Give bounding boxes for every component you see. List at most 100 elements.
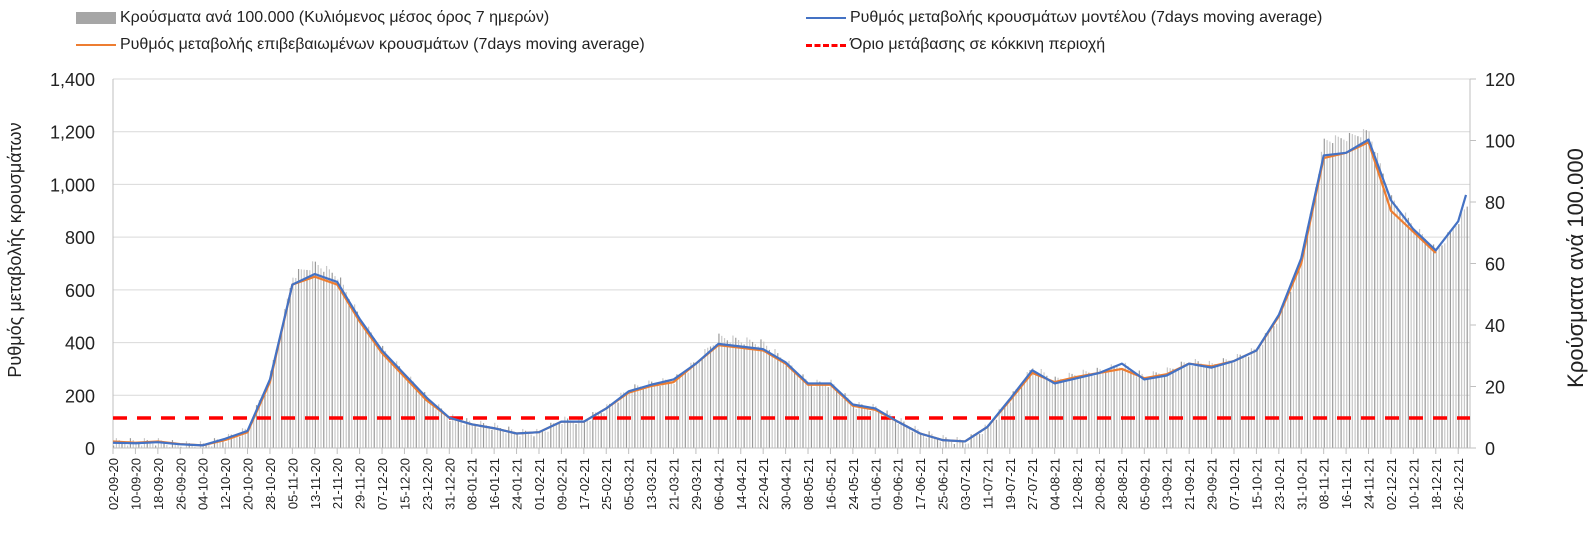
legend-item-model: Ρυθμός μεταβολής κρουσμάτων μοντέλου (7d… xyxy=(806,9,1322,27)
bar xyxy=(398,366,401,448)
bar xyxy=(1065,380,1068,448)
bar xyxy=(1379,163,1381,448)
x-tick-label: 13-11-20 xyxy=(308,458,323,509)
bar xyxy=(1175,369,1177,448)
bar xyxy=(653,383,656,448)
x-tick-label: 03-07-21 xyxy=(958,458,973,510)
y2-tick-label: 40 xyxy=(1485,316,1505,336)
bar xyxy=(356,311,359,448)
bar xyxy=(964,443,967,448)
x-tick-label: 01-02-21 xyxy=(532,458,547,510)
bar xyxy=(1155,372,1157,448)
bar xyxy=(443,412,445,448)
x-tick-label: 29-09-21 xyxy=(1205,458,1220,510)
bar xyxy=(967,443,969,448)
bar xyxy=(1276,323,1278,448)
bar xyxy=(906,424,908,448)
bar xyxy=(1138,370,1140,448)
bar xyxy=(452,414,454,448)
bar xyxy=(1295,272,1297,448)
bar xyxy=(328,269,330,448)
bar xyxy=(194,446,196,448)
bar xyxy=(345,291,347,448)
bar xyxy=(1312,200,1314,448)
bar xyxy=(774,348,776,448)
bar xyxy=(191,444,193,448)
bar xyxy=(819,381,821,448)
bar xyxy=(1466,206,1468,448)
x-tick-label: 13-09-21 xyxy=(1160,458,1175,510)
x-tick-label: 05-11-20 xyxy=(285,458,300,509)
bar xyxy=(124,443,126,448)
bar xyxy=(1418,229,1421,448)
bar xyxy=(690,362,692,448)
bar xyxy=(1096,367,1098,448)
bar xyxy=(166,444,168,448)
bar xyxy=(1469,203,1471,448)
bar xyxy=(1127,366,1129,448)
bar xyxy=(1043,372,1045,448)
bar xyxy=(1273,326,1275,448)
bar xyxy=(936,439,939,448)
legend-swatch-line xyxy=(76,44,116,46)
bar xyxy=(379,349,381,448)
bar xyxy=(373,338,375,448)
bar xyxy=(572,422,574,448)
bar xyxy=(1346,141,1348,449)
bar xyxy=(1049,379,1051,448)
bar xyxy=(460,422,462,448)
bar xyxy=(1253,348,1255,448)
bar xyxy=(743,344,745,448)
bar xyxy=(1219,366,1222,448)
bar xyxy=(1040,368,1042,448)
bar xyxy=(362,324,364,448)
bar xyxy=(1248,356,1250,448)
bar xyxy=(978,434,981,448)
bar xyxy=(255,405,258,448)
bar xyxy=(505,433,507,448)
bar xyxy=(1158,373,1160,448)
x-tick-label: 19-07-21 xyxy=(1003,458,1018,510)
bar xyxy=(1396,205,1398,448)
bar xyxy=(1057,377,1059,448)
bar xyxy=(415,386,417,448)
bar xyxy=(872,403,874,448)
bar xyxy=(1060,378,1062,448)
bar xyxy=(695,361,698,448)
y-tick-label: 200 xyxy=(65,386,95,406)
bar xyxy=(337,279,339,448)
bar xyxy=(227,433,230,448)
bar xyxy=(805,378,807,448)
bar xyxy=(892,417,894,448)
bar xyxy=(721,335,723,448)
bar xyxy=(712,345,714,448)
bar xyxy=(1404,212,1407,448)
bar xyxy=(519,436,521,448)
bar xyxy=(1402,216,1404,448)
bar xyxy=(1194,358,1196,448)
bar xyxy=(662,378,664,448)
bar xyxy=(1186,363,1188,448)
bar xyxy=(429,401,431,448)
bar xyxy=(205,444,207,448)
bar xyxy=(1141,373,1143,448)
bar xyxy=(581,418,583,448)
bar xyxy=(1225,359,1227,448)
bar xyxy=(1343,139,1345,449)
bar xyxy=(639,386,642,448)
bar xyxy=(527,432,529,448)
legend-label: Ρυθμός μεταβολής επιβεβαιωμένων κρουσμάτ… xyxy=(120,36,645,53)
bar xyxy=(735,337,737,448)
bar xyxy=(1211,363,1213,448)
bar xyxy=(751,341,754,448)
bar xyxy=(283,309,286,448)
bar xyxy=(538,430,541,448)
bar xyxy=(718,333,720,448)
bar xyxy=(950,441,953,448)
bar xyxy=(928,431,930,448)
bar xyxy=(1371,141,1373,449)
bar xyxy=(1284,301,1286,448)
bar xyxy=(494,422,496,448)
bar xyxy=(578,416,580,448)
x-tick-label: 01-06-21 xyxy=(868,458,883,510)
